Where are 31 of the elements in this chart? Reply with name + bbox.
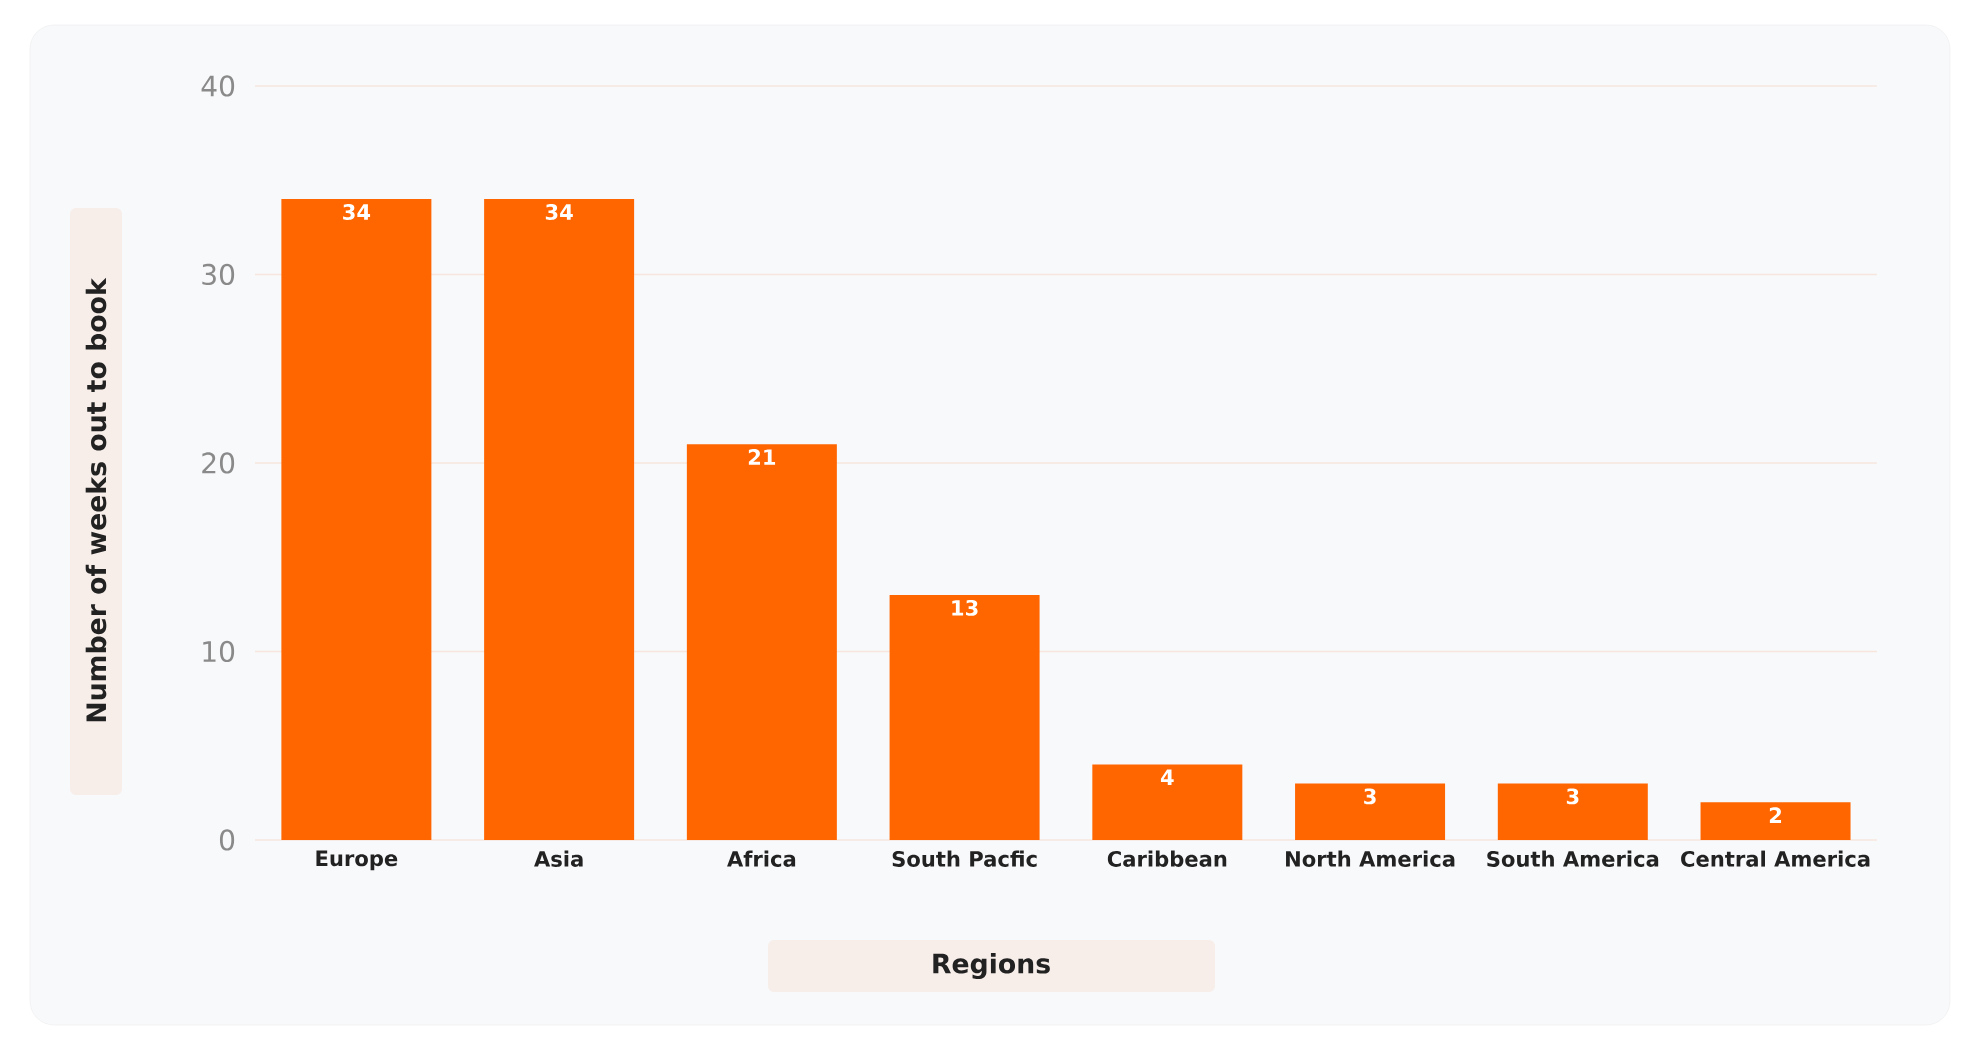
y-tick-label: 30 bbox=[202, 263, 235, 286]
data-label: 3 bbox=[1566, 788, 1579, 805]
x-tick-label: South America bbox=[1487, 850, 1659, 867]
bar bbox=[889, 594, 1040, 840]
y-tick-label: 10 bbox=[203, 640, 235, 663]
x-tick-label: Caribbean bbox=[1107, 850, 1227, 867]
data-label: 3 bbox=[1364, 788, 1376, 805]
data-label: 34 bbox=[343, 204, 371, 221]
x-tick-label: Africa bbox=[727, 850, 796, 867]
data-label: 13 bbox=[952, 599, 978, 616]
bar bbox=[686, 444, 837, 840]
bar bbox=[484, 199, 635, 840]
data-label: 34 bbox=[545, 204, 573, 221]
data-label: 4 bbox=[1160, 769, 1174, 785]
bar bbox=[1092, 764, 1243, 840]
bar bbox=[1295, 783, 1446, 840]
y-axis-title: Number of weeks out to book bbox=[85, 277, 107, 722]
bar bbox=[1700, 802, 1851, 840]
x-tick-label: Asia bbox=[534, 850, 583, 867]
data-label: 2 bbox=[1769, 807, 1782, 823]
y-tick-label: 0 bbox=[219, 829, 235, 851]
x-axis-title: Regions bbox=[933, 952, 1050, 979]
x-tick-label: Central America bbox=[1681, 850, 1870, 867]
y-tick-label: 40 bbox=[201, 75, 235, 97]
x-tick-label: North America bbox=[1286, 850, 1455, 867]
y-tick-label: 20 bbox=[202, 452, 235, 474]
x-tick-label: Europe bbox=[316, 850, 398, 871]
bar bbox=[1497, 783, 1648, 840]
x-tick-label: South Pacfic bbox=[892, 850, 1037, 867]
data-label: 21 bbox=[748, 449, 776, 465]
bar bbox=[281, 199, 432, 840]
